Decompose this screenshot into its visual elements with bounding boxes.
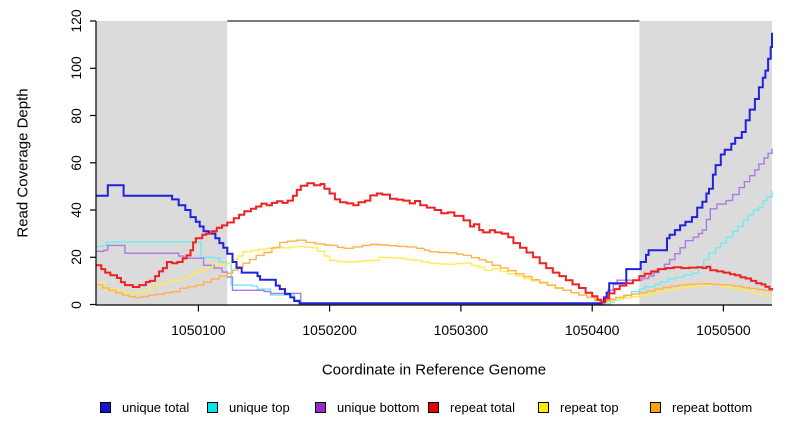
y-tick-label: 100 (68, 56, 84, 80)
legend-item-repeat-total: repeat total (428, 399, 516, 415)
y-tick-label: 80 (68, 107, 84, 124)
y-axis-title: Read Coverage Depth (14, 88, 32, 238)
x-tick-label: 1050400 (564, 322, 620, 338)
x-tick-label: 1050200 (302, 322, 357, 338)
y-tick-label: 0 (68, 300, 84, 309)
legend-swatch-unique-bottom (315, 401, 326, 413)
legend-item-unique-top: unique top (207, 399, 290, 415)
legend-item-unique-total: unique total (100, 399, 190, 415)
y-tick-label: 40 (68, 202, 84, 218)
x-tick-label: 1050100 (171, 322, 226, 338)
series-line-repeat-top (96, 245, 773, 304)
legend-swatch-repeat-bottom (650, 401, 661, 413)
y-tick-label: 20 (68, 249, 84, 266)
y-tick-label: 120 (68, 9, 84, 33)
legend-label-repeat-bottom: repeat bottom (672, 399, 753, 415)
series-line-repeat-total (96, 182, 773, 304)
legend-item-repeat-bottom: repeat bottom (650, 399, 753, 415)
x-tick-label: 1050300 (433, 322, 489, 338)
legend-item-unique-bottom: unique bottom (315, 399, 420, 415)
legend-swatch-repeat-total (428, 401, 439, 413)
legend-swatch-unique-top (207, 401, 218, 413)
y-tick-label: 60 (68, 154, 84, 171)
legend-swatch-repeat-top (538, 401, 549, 413)
legend-label-repeat-top: repeat top (560, 399, 619, 415)
shaded-region-right (639, 21, 772, 306)
shaded-region-left (96, 21, 228, 306)
legend-swatch-unique-total (100, 401, 111, 413)
x-tick-label: 1050500 (696, 322, 751, 338)
x-axis-title: Coordinate in Reference Genome (321, 361, 547, 379)
legend-label-unique-bottom: unique bottom (337, 399, 420, 415)
legend-label-repeat-total: repeat total (450, 399, 516, 415)
legend-label-unique-top: unique top (229, 399, 290, 415)
legend-label-unique-total: unique total (122, 399, 190, 415)
series-line-unique-top (96, 191, 773, 305)
legend-item-repeat-top: repeat top (538, 399, 619, 415)
series-line-unique-bottom (96, 148, 773, 305)
series-line-repeat-bottom (96, 239, 773, 303)
